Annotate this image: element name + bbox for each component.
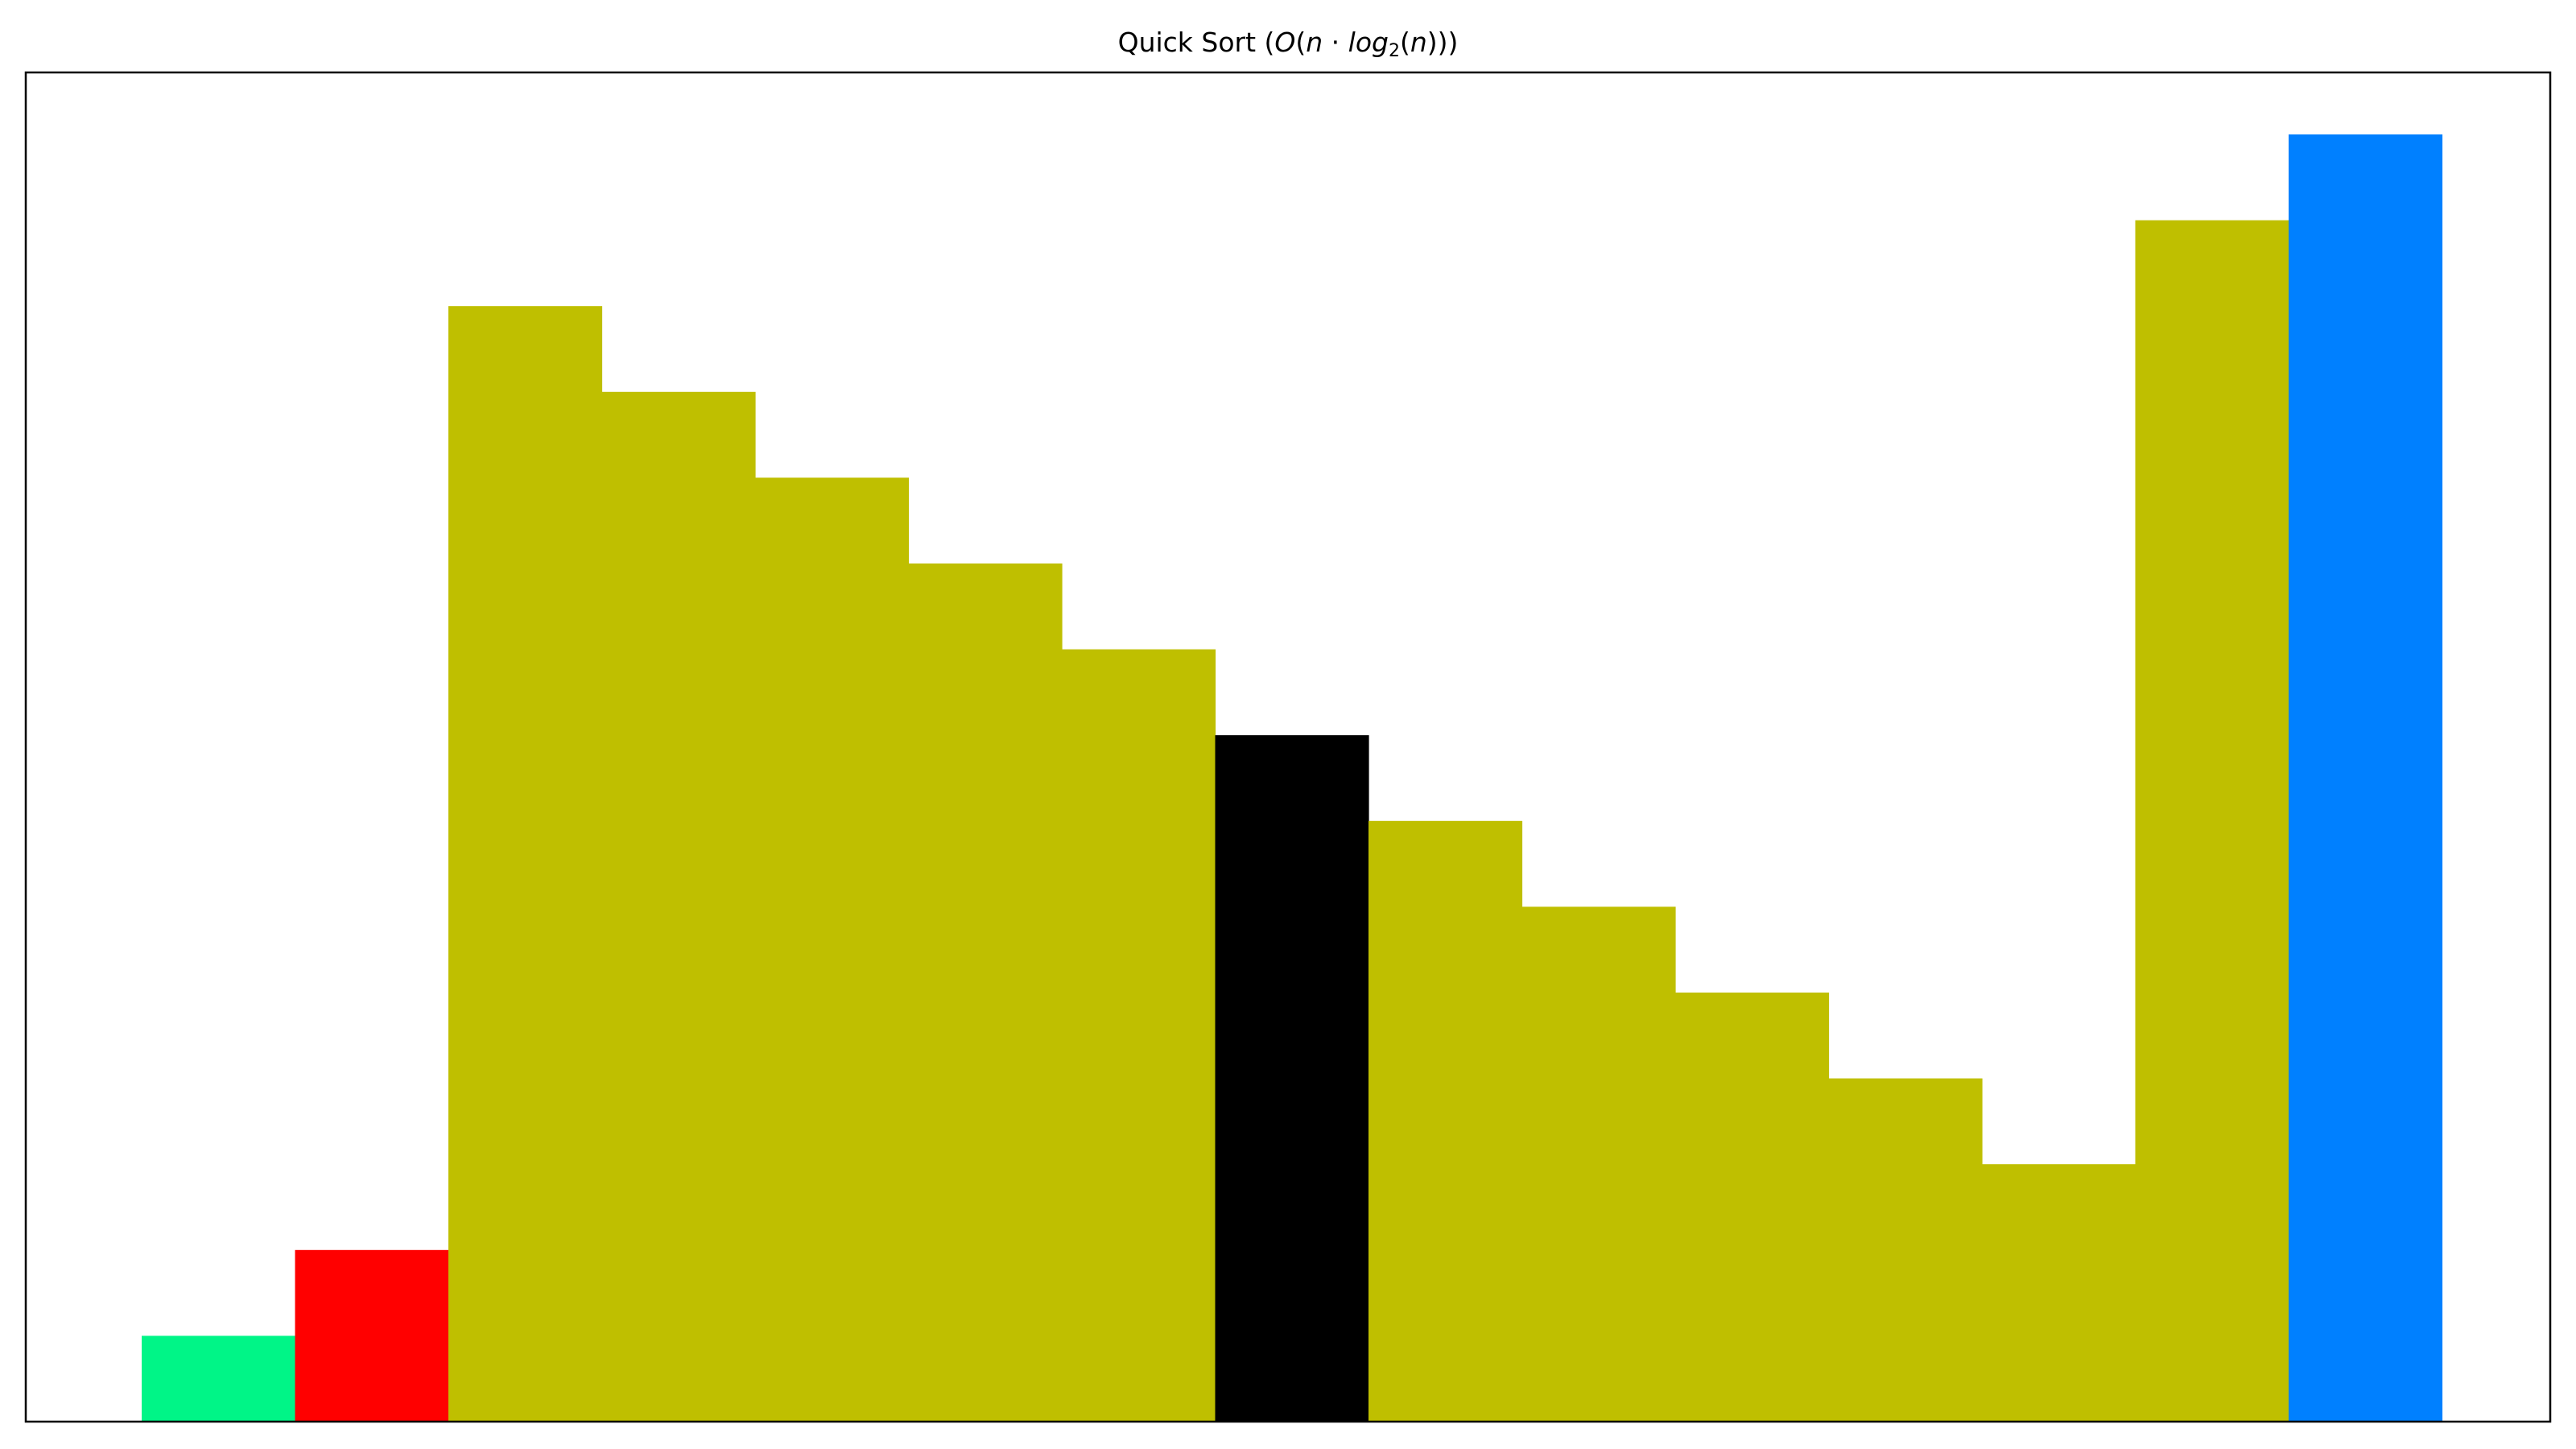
title-log: log	[1348, 27, 1389, 58]
title-n-first: n	[1306, 27, 1323, 58]
bar-5	[755, 477, 910, 1422]
title-prefix: Quick Sort (	[1117, 27, 1275, 58]
chart-title: Quick Sort (O(n · log2(n)))	[0, 29, 2576, 60]
bar-13	[1982, 1164, 2136, 1422]
title-n-second: n	[1410, 27, 1427, 58]
title-log-base: 2	[1388, 41, 1400, 61]
title-big-o: O	[1274, 27, 1296, 58]
bar-6	[908, 564, 1063, 1422]
bar-3	[448, 306, 603, 1422]
bar-11	[1675, 993, 1830, 1422]
bar-9	[1368, 820, 1523, 1422]
bar-2	[295, 1249, 449, 1422]
bar-8	[1215, 735, 1369, 1422]
bars-group	[142, 134, 2443, 1422]
title-open-paren: (	[1295, 27, 1307, 58]
title-close-parens: )))	[1426, 27, 1459, 58]
bar-4	[601, 391, 756, 1422]
bar-7	[1062, 649, 1216, 1422]
bar-12	[1828, 1078, 1983, 1422]
plot-frame	[24, 71, 2552, 1423]
bar-15	[2289, 134, 2443, 1422]
bar-14	[2135, 220, 2289, 1422]
bar-10	[1521, 906, 1676, 1422]
bar-1	[142, 1335, 296, 1422]
title-dot: ·	[1323, 27, 1348, 58]
title-inner-open-paren: (	[1399, 27, 1410, 58]
